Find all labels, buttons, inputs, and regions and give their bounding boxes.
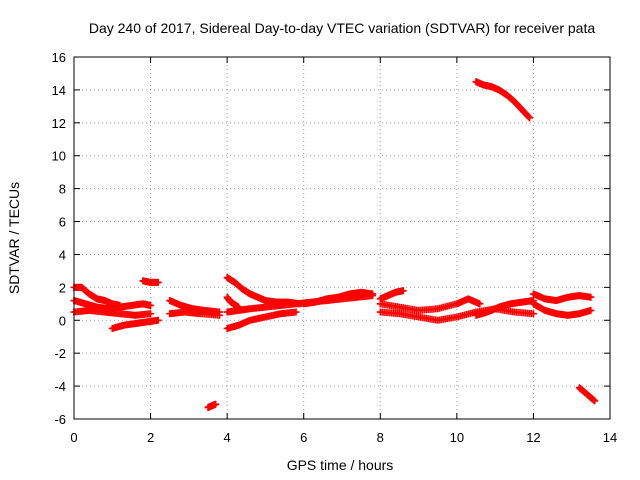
series-track-b: [70, 306, 155, 319]
data-point: [399, 287, 407, 295]
data-point: [212, 400, 220, 408]
x-tick-label: 10: [450, 430, 464, 445]
series-track-s: [529, 290, 595, 305]
chart-title: Day 240 of 2017, Sidereal Day-to-day VTE…: [89, 20, 596, 36]
data-point: [587, 293, 595, 301]
series-track-f: [166, 297, 223, 316]
y-tick-label: 14: [52, 83, 66, 98]
series-track-r: [472, 78, 534, 122]
y-tick-labels: -6 -4 -2 0 2 4 6 8 10 12 14 16: [52, 50, 66, 427]
series-track-e: [139, 277, 162, 286]
data-point: [154, 316, 162, 324]
y-tick-label: -6: [54, 412, 66, 427]
series-track-h: [204, 400, 220, 411]
x-tick-label: 8: [377, 430, 384, 445]
data-point: [369, 290, 377, 298]
y-tick-label: 4: [59, 247, 66, 262]
x-tick-label: 0: [70, 430, 77, 445]
y-tick-label: 12: [52, 116, 66, 131]
y-tick-label: 8: [59, 182, 66, 197]
series-track-u: [575, 384, 599, 405]
series-track-p: [376, 295, 484, 314]
data-points: [70, 78, 599, 411]
x-tick-label: 6: [300, 430, 307, 445]
x-tick-label: 12: [526, 430, 540, 445]
x-tick-label: 14: [603, 430, 617, 445]
axis-ticks: [73, 56, 611, 420]
y-axis-title: SDTVAR / TECUs: [6, 182, 22, 294]
data-point: [587, 306, 595, 314]
series-track-n: [376, 287, 407, 303]
series-track-d: [108, 316, 162, 332]
data-point: [116, 301, 124, 309]
series-track-m: [300, 288, 377, 308]
y-tick-label: -2: [54, 346, 66, 361]
series-track-g: [166, 308, 223, 319]
series-track-t: [529, 300, 595, 319]
y-tick-label: 10: [52, 149, 66, 164]
series-track-k: [223, 308, 300, 332]
data-point: [476, 300, 484, 308]
x-tick-label: 2: [147, 430, 154, 445]
x-tick-label: 4: [224, 430, 231, 445]
grid: [74, 57, 610, 419]
series-track-q: [472, 297, 537, 319]
x-tick-labels: 0 2 4 6 8 10 12 14: [70, 430, 617, 445]
series-track-l: [223, 293, 243, 311]
data-point: [154, 278, 162, 286]
data-point: [292, 308, 300, 316]
series-track-c: [70, 283, 124, 309]
y-tick-label: -4: [54, 379, 66, 394]
y-tick-label: 2: [59, 280, 66, 295]
y-tick-label: 0: [59, 313, 66, 328]
data-point: [215, 311, 223, 319]
data-point: [526, 114, 534, 122]
data-point: [147, 301, 155, 309]
plot-frame: [73, 56, 611, 420]
data-point: [147, 310, 155, 318]
y-tick-label: 6: [59, 215, 66, 230]
y-tick-label: 16: [52, 50, 66, 65]
data-point: [529, 310, 537, 318]
data-point: [591, 397, 599, 405]
data-point: [235, 303, 243, 311]
x-axis-title: GPS time / hours: [287, 457, 394, 473]
